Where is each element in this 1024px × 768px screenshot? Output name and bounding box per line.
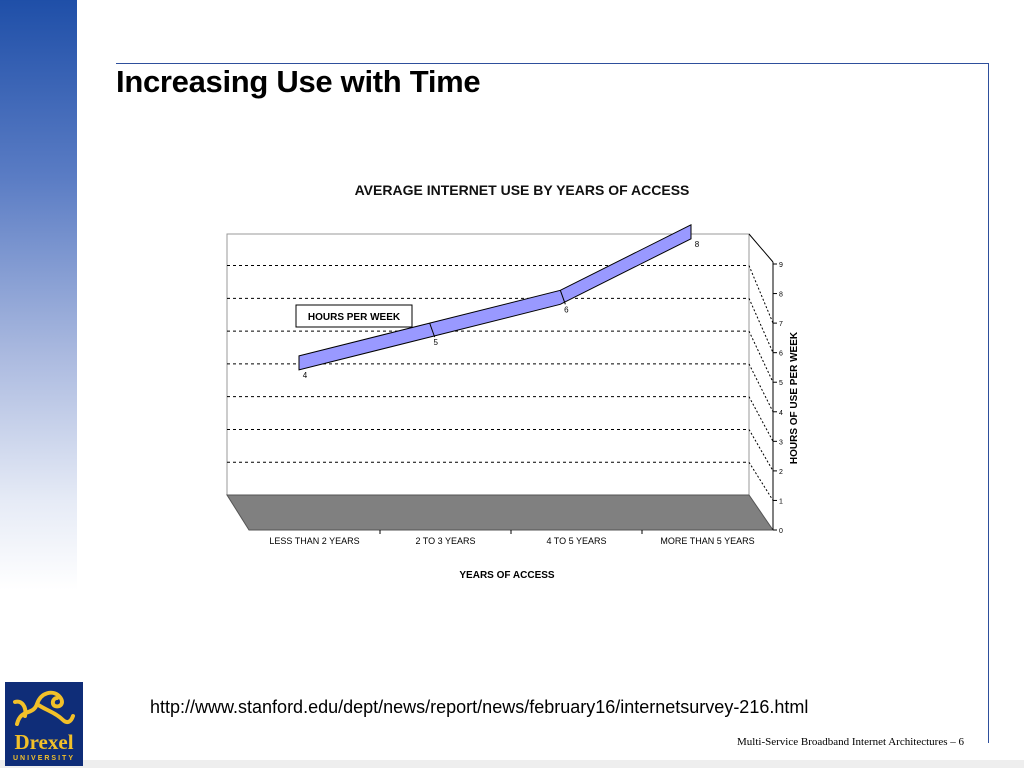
y-tick-label: 3 bbox=[779, 439, 783, 446]
x-category-label: MORE THAN 5 YEARS bbox=[660, 536, 754, 546]
x-category-label: 4 TO 5 YEARS bbox=[546, 536, 606, 546]
data-ribbon bbox=[298, 223, 692, 371]
y-tick-label: 0 bbox=[779, 528, 783, 535]
gridline-depth bbox=[748, 396, 774, 442]
data-label: 8 bbox=[695, 240, 700, 249]
y-tick-label: 2 bbox=[779, 469, 783, 476]
logo-sub: UNIVERSITY bbox=[12, 755, 75, 762]
gridline-depth bbox=[748, 298, 774, 353]
drexel-logo: Drexel UNIVERSITY bbox=[5, 682, 83, 766]
data-line bbox=[298, 223, 692, 371]
gridline-depth bbox=[748, 330, 774, 383]
slide-title: Increasing Use with Time bbox=[116, 64, 481, 99]
data-label: 4 bbox=[303, 371, 308, 380]
y-tick-label: 5 bbox=[779, 380, 783, 387]
side-gradient-band bbox=[0, 0, 77, 590]
legend-box bbox=[295, 304, 413, 328]
x-axis-label: YEARS OF ACCESS bbox=[459, 570, 555, 581]
y-tick-label: 7 bbox=[779, 321, 783, 328]
right-rule bbox=[988, 63, 989, 743]
y-axis-ticks: 0 1 2 3 4 5 6 7 8 9 bbox=[773, 262, 783, 535]
y-tick-label: 8 bbox=[779, 292, 783, 299]
bottom-strip bbox=[0, 760, 1024, 768]
gridline-depth bbox=[748, 363, 774, 413]
legend: HOURS PER WEEK bbox=[295, 304, 413, 328]
ribbon-joint bbox=[429, 322, 436, 338]
logo-word: Drexel bbox=[14, 730, 74, 754]
chart-title: AVERAGE INTERNET USE BY YEARS OF ACCESS bbox=[355, 182, 690, 198]
ribbon-joint bbox=[559, 290, 566, 305]
legend-label: HOURS PER WEEK bbox=[308, 312, 401, 323]
floor-plane bbox=[226, 494, 774, 531]
axis-depth-line bbox=[748, 233, 774, 263]
y-tick-label: 6 bbox=[779, 351, 783, 358]
y-tick-label: 4 bbox=[779, 410, 783, 417]
x-category-label: 2 TO 3 YEARS bbox=[415, 536, 475, 546]
data-labels: 4 5 6 8 bbox=[303, 240, 700, 380]
source-url[interactable]: http://www.stanford.edu/dept/news/report… bbox=[150, 697, 809, 717]
x-category-label: LESS THAN 2 YEARS bbox=[269, 536, 359, 546]
y-tick-label: 9 bbox=[779, 262, 783, 269]
top-rule bbox=[116, 63, 989, 64]
y-axis-label: HOURS OF USE PER WEEK bbox=[789, 331, 800, 464]
data-label: 5 bbox=[433, 338, 438, 347]
gridline-depth bbox=[748, 461, 774, 501]
footer-text: Multi-Service Broadband Internet Archite… bbox=[737, 736, 964, 748]
data-label: 6 bbox=[564, 305, 569, 314]
y-tick-label: 1 bbox=[779, 498, 783, 505]
x-axis-categories: LESS THAN 2 YEARS 2 TO 3 YEARS 4 TO 5 YEAR… bbox=[269, 530, 755, 546]
gridline-depth bbox=[748, 265, 774, 324]
dragon-icon bbox=[13, 690, 75, 726]
gridlines bbox=[227, 265, 774, 501]
